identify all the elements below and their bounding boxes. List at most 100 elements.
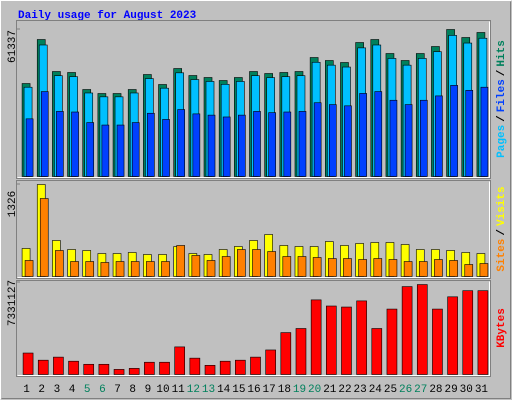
bar: [358, 259, 367, 277]
x-tick-label: 4: [69, 384, 76, 396]
legend-entry: Hits: [496, 40, 508, 66]
bar: [83, 363, 95, 375]
x-tick-label: 3: [54, 384, 61, 396]
x-tick-label: 11: [172, 384, 186, 396]
legend-separator: /: [496, 115, 508, 122]
bar: [221, 256, 231, 277]
bar: [253, 111, 261, 177]
x-tick-label: 9: [145, 384, 152, 396]
legend-entry: Pages: [496, 125, 508, 158]
x-tick-label: 7: [114, 384, 121, 396]
bar: [237, 249, 246, 277]
bar: [192, 113, 201, 177]
bar: [55, 250, 64, 277]
legend-entry: Visits: [496, 186, 508, 226]
x-tick-label: 30: [460, 384, 473, 396]
panel-bevel: [17, 281, 490, 376]
bar: [280, 332, 292, 375]
bar: [447, 296, 458, 375]
x-tick-label: 22: [338, 384, 351, 396]
x-tick-label: 25: [384, 384, 397, 396]
bar: [189, 357, 201, 375]
x-tick-label: 5: [84, 384, 91, 396]
legend: KBytes: [496, 308, 508, 348]
bar: [403, 261, 413, 277]
bar: [295, 328, 307, 375]
x-tick-label: 20: [308, 384, 321, 396]
bar: [419, 99, 428, 177]
y-tick-label: 1326: [7, 191, 19, 217]
x-tick-label: 13: [202, 384, 215, 396]
x-tick-label: 16: [247, 384, 260, 396]
bar: [359, 93, 367, 177]
bar: [161, 261, 170, 277]
x-tick-label: 15: [232, 384, 245, 396]
bar: [98, 363, 110, 375]
bar: [252, 249, 261, 277]
x-tick-label: 1: [23, 384, 30, 396]
bar: [480, 86, 489, 177]
bar: [373, 258, 383, 277]
bar: [101, 124, 110, 177]
bar: [450, 85, 458, 177]
bar: [344, 105, 352, 177]
x-tick-label: 2: [38, 384, 45, 396]
bar: [479, 263, 489, 277]
bar: [326, 305, 337, 375]
bar: [207, 114, 216, 177]
bar: [162, 119, 170, 177]
bar: [146, 261, 155, 277]
bar: [267, 251, 276, 277]
chart-title: Daily usage for August 2023: [18, 10, 197, 22]
bar: [283, 111, 292, 177]
x-tick-label: 8: [129, 384, 136, 396]
legend-entry: Sites: [496, 239, 508, 272]
bar: [222, 116, 231, 177]
x-tick-label: 29: [444, 384, 457, 396]
x-tick-label: 31: [475, 384, 489, 396]
x-tick-label: 10: [156, 384, 169, 396]
x-tick-label: 19: [293, 384, 306, 396]
bar: [128, 368, 140, 375]
bar: [113, 369, 125, 375]
x-tick-label: 26: [399, 384, 412, 396]
x-tick-label: 17: [263, 384, 276, 396]
bar: [204, 365, 216, 375]
bar: [159, 361, 170, 375]
bar: [464, 264, 474, 277]
bar: [144, 361, 155, 375]
bar: [477, 290, 489, 375]
bar: [310, 299, 322, 375]
bar: [130, 261, 140, 277]
bar: [297, 256, 307, 277]
bar: [371, 328, 383, 375]
bar: [56, 111, 64, 177]
bar: [206, 260, 216, 277]
bar: [312, 257, 322, 277]
x-tick-label: 21: [323, 384, 337, 396]
legend-entry: KBytes: [496, 308, 508, 348]
x-tick-label: 12: [187, 384, 200, 396]
x-tick-label: 27: [414, 384, 427, 396]
x-tick-label: 18: [278, 384, 291, 396]
bar: [250, 356, 261, 375]
x-tick-label: 14: [217, 384, 231, 396]
legend-separator: /: [496, 69, 508, 76]
bar: [341, 306, 352, 375]
bar: [328, 258, 337, 277]
bar: [435, 95, 443, 177]
bar: [449, 260, 458, 277]
panel-bevel: [17, 181, 490, 278]
bar: [116, 124, 125, 177]
bar: [356, 300, 367, 375]
bar: [71, 111, 79, 177]
legend: Pages / Files / Hits: [496, 40, 508, 158]
bar: [100, 262, 110, 277]
bar: [416, 284, 428, 375]
legend: Sites / Visits: [496, 186, 508, 271]
x-tick-label: 28: [429, 384, 442, 396]
bar: [85, 261, 95, 277]
bar: [191, 255, 201, 277]
